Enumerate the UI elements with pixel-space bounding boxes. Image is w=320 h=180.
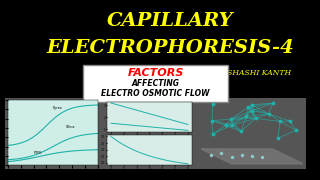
Text: ELECTRO OSMOTIC FLOW: ELECTRO OSMOTIC FLOW [101,89,210,98]
Text: CAPILLARY: CAPILLARY [107,12,234,30]
FancyBboxPatch shape [83,65,228,102]
FancyBboxPatch shape [4,98,306,168]
Text: AFFECTING: AFFECTING [132,79,180,88]
Text: ELECTROPHORESIS-4: ELECTROPHORESIS-4 [47,39,294,57]
Text: Dr B SHASHI KANTH: Dr B SHASHI KANTH [207,69,291,77]
Text: FACTORS: FACTORS [127,68,184,78]
